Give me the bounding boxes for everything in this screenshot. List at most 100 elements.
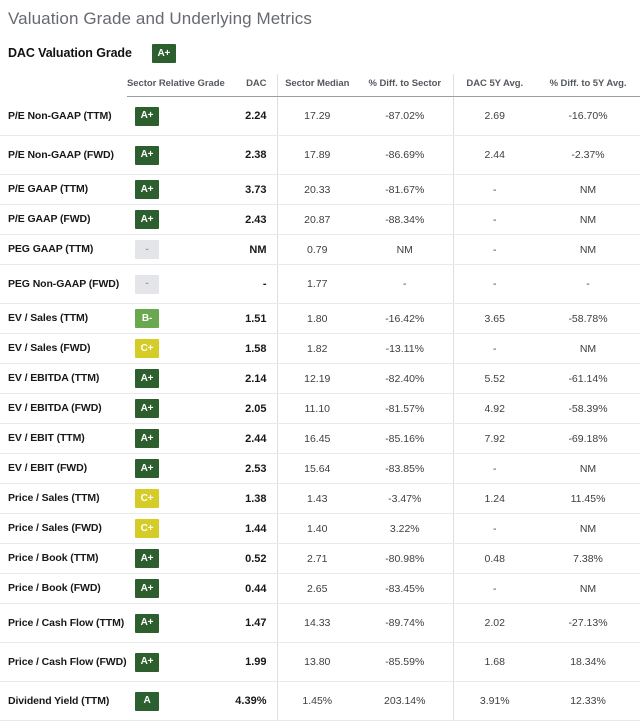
grade-badge: A+ <box>135 180 159 199</box>
metric-name: Price / Cash Flow (FWD) <box>0 642 127 682</box>
diff-to-sector-value: -83.85% <box>357 453 453 484</box>
valuation-grade-panel: Valuation Grade and Underlying Metrics D… <box>0 9 640 721</box>
grade-badge: A+ <box>135 399 159 418</box>
page-title: Valuation Grade and Underlying Metrics <box>8 9 312 28</box>
table-row: P/E GAAP (FWD) A+ 2.43 20.87 -88.34% - NM <box>0 204 640 235</box>
dac-value: 1.58 <box>221 333 277 364</box>
sector-median-value: 20.87 <box>276 204 357 235</box>
metric-name: EV / EBIT (FWD) <box>0 453 127 484</box>
dac-5y-avg-value: 1.24 <box>452 483 536 514</box>
metric-name: Price / Sales (TTM) <box>0 483 127 514</box>
dac-5y-avg-value: - <box>452 573 536 604</box>
metric-name: P/E GAAP (TTM) <box>0 174 127 205</box>
grade-badge: C+ <box>135 489 159 508</box>
table-row: Price / Cash Flow (FWD) A+ 1.99 13.80 -85.59… <box>0 642 640 682</box>
metric-name: Price / Sales (FWD) <box>0 513 127 544</box>
sector-relative-grade-cell: C+ <box>127 333 221 364</box>
metric-name: Price / Book (FWD) <box>0 573 127 604</box>
diff-to-5y-avg-value: NM <box>536 204 640 235</box>
table-row: P/E Non-GAAP (FWD) A+ 2.38 17.89 -86.69% 2.44… <box>0 135 640 175</box>
sector-median-value: 1.82 <box>276 333 357 364</box>
diff-to-5y-avg-value: -69.18% <box>536 423 640 454</box>
table-row: Price / Book (TTM) A+ 0.52 2.71 -80.98% 0.48 7… <box>0 543 640 574</box>
overall-grade-label: DAC Valuation Grade <box>8 46 132 60</box>
table-row: PEG GAAP (TTM) - NM 0.79 NM - NM <box>0 234 640 265</box>
sector-relative-grade-cell: A+ <box>127 543 221 574</box>
sector-relative-grade-cell: A+ <box>127 642 221 682</box>
table-body: P/E Non-GAAP (TTM) A+ 2.24 17.29 -87.02% 2.69… <box>0 96 640 721</box>
diff-to-5y-avg-value: NM <box>536 333 640 364</box>
valuation-metrics-table: Sector Relative Grade DAC Sector Median … <box>0 74 640 721</box>
diff-to-5y-avg-value: -58.78% <box>536 303 640 334</box>
dac-value: 2.43 <box>221 204 277 235</box>
table-row: P/E GAAP (TTM) A+ 3.73 20.33 -81.67% - NM <box>0 174 640 205</box>
sector-median-value: 17.29 <box>276 96 357 136</box>
overall-grade-row: DAC Valuation Grade A+ <box>0 30 640 72</box>
diff-to-5y-avg-value: NM <box>536 573 640 604</box>
diff-to-5y-avg-value: -16.70% <box>536 96 640 136</box>
table-row: EV / EBIT (FWD) A+ 2.53 15.64 -83.85% - NM <box>0 453 640 484</box>
sector-relative-grade-cell: B- <box>127 303 221 334</box>
dac-5y-avg-value: 2.02 <box>452 603 536 643</box>
dac-value: 0.52 <box>221 543 277 574</box>
sector-relative-grade-cell: C+ <box>127 483 221 514</box>
dac-value: 1.38 <box>221 483 277 514</box>
grade-badge: C+ <box>135 339 159 358</box>
grade-badge: A+ <box>135 459 159 478</box>
metric-name: EV / EBITDA (TTM) <box>0 363 127 394</box>
diff-to-sector-value: -83.45% <box>357 573 453 604</box>
diff-to-sector-value: - <box>357 264 453 304</box>
dac-5y-avg-value: 3.91% <box>452 681 536 721</box>
diff-to-5y-avg-value: 12.33% <box>536 681 640 721</box>
diff-to-5y-avg-value: NM <box>536 234 640 265</box>
metric-name: PEG GAAP (TTM) <box>0 234 127 265</box>
column-header-dac: DAC <box>221 74 277 97</box>
sector-relative-grade-cell: - <box>127 234 221 265</box>
metric-name: P/E Non-GAAP (FWD) <box>0 135 127 175</box>
grade-badge: A+ <box>135 145 159 165</box>
dac-5y-avg-value: - <box>452 234 536 265</box>
dac-value: 1.51 <box>221 303 277 334</box>
sector-median-value: 13.80 <box>276 642 357 682</box>
table-row: EV / Sales (FWD) C+ 1.58 1.82 -13.11% - NM <box>0 333 640 364</box>
diff-to-5y-avg-value: 18.34% <box>536 642 640 682</box>
grade-badge: C+ <box>135 519 159 538</box>
table-row: Price / Sales (TTM) C+ 1.38 1.43 -3.47% 1.24 1… <box>0 483 640 514</box>
dac-5y-avg-value: 3.65 <box>452 303 536 334</box>
dac-value: NM <box>221 234 277 265</box>
dac-5y-avg-value: 7.92 <box>452 423 536 454</box>
sector-median-value: 11.10 <box>276 393 357 424</box>
dac-5y-avg-value: - <box>452 264 536 304</box>
table-row: EV / EBIT (TTM) A+ 2.44 16.45 -85.16% 7.92 -69… <box>0 423 640 454</box>
sector-relative-grade-cell: A <box>127 681 221 721</box>
table-row: EV / EBITDA (FWD) A+ 2.05 11.10 -81.57% 4.92-… <box>0 393 640 424</box>
sector-relative-grade-cell: A+ <box>127 453 221 484</box>
grade-badge: A+ <box>135 106 159 126</box>
diff-to-sector-value: -16.42% <box>357 303 453 334</box>
sector-relative-grade-cell: A+ <box>127 393 221 424</box>
dac-value: 1.47 <box>221 603 277 643</box>
dac-value: 1.44 <box>221 513 277 544</box>
dac-value: 2.53 <box>221 453 277 484</box>
column-header-sector-median: Sector Median <box>276 74 357 97</box>
grade-badge: - <box>135 274 159 294</box>
diff-to-5y-avg-value: - <box>536 264 640 304</box>
sector-relative-grade-cell: A+ <box>127 135 221 175</box>
dac-5y-avg-value: - <box>452 174 536 205</box>
metric-name: Price / Book (TTM) <box>0 543 127 574</box>
sector-median-value: 0.79 <box>276 234 357 265</box>
diff-to-sector-value: -81.57% <box>357 393 453 424</box>
overall-grade-badge-wrap: A+ <box>151 43 176 64</box>
sector-median-value: 1.77 <box>276 264 357 304</box>
column-header-dac-5y-avg: DAC 5Y Avg. <box>452 74 536 97</box>
diff-to-sector-value: -87.02% <box>357 96 453 136</box>
diff-to-sector-value: -3.47% <box>357 483 453 514</box>
diff-to-sector-value: -86.69% <box>357 135 453 175</box>
dac-value: 0.44 <box>221 573 277 604</box>
dac-value: - <box>221 264 277 304</box>
sector-relative-grade-cell: - <box>127 264 221 304</box>
diff-to-5y-avg-value: -58.39% <box>536 393 640 424</box>
grade-badge: A+ <box>135 429 159 448</box>
table-row: EV / Sales (TTM) B- 1.51 1.80 -16.42% 3.65 -58… <box>0 303 640 334</box>
table-row: Price / Book (FWD) A+ 0.44 2.65 -83.45% - NM <box>0 573 640 604</box>
